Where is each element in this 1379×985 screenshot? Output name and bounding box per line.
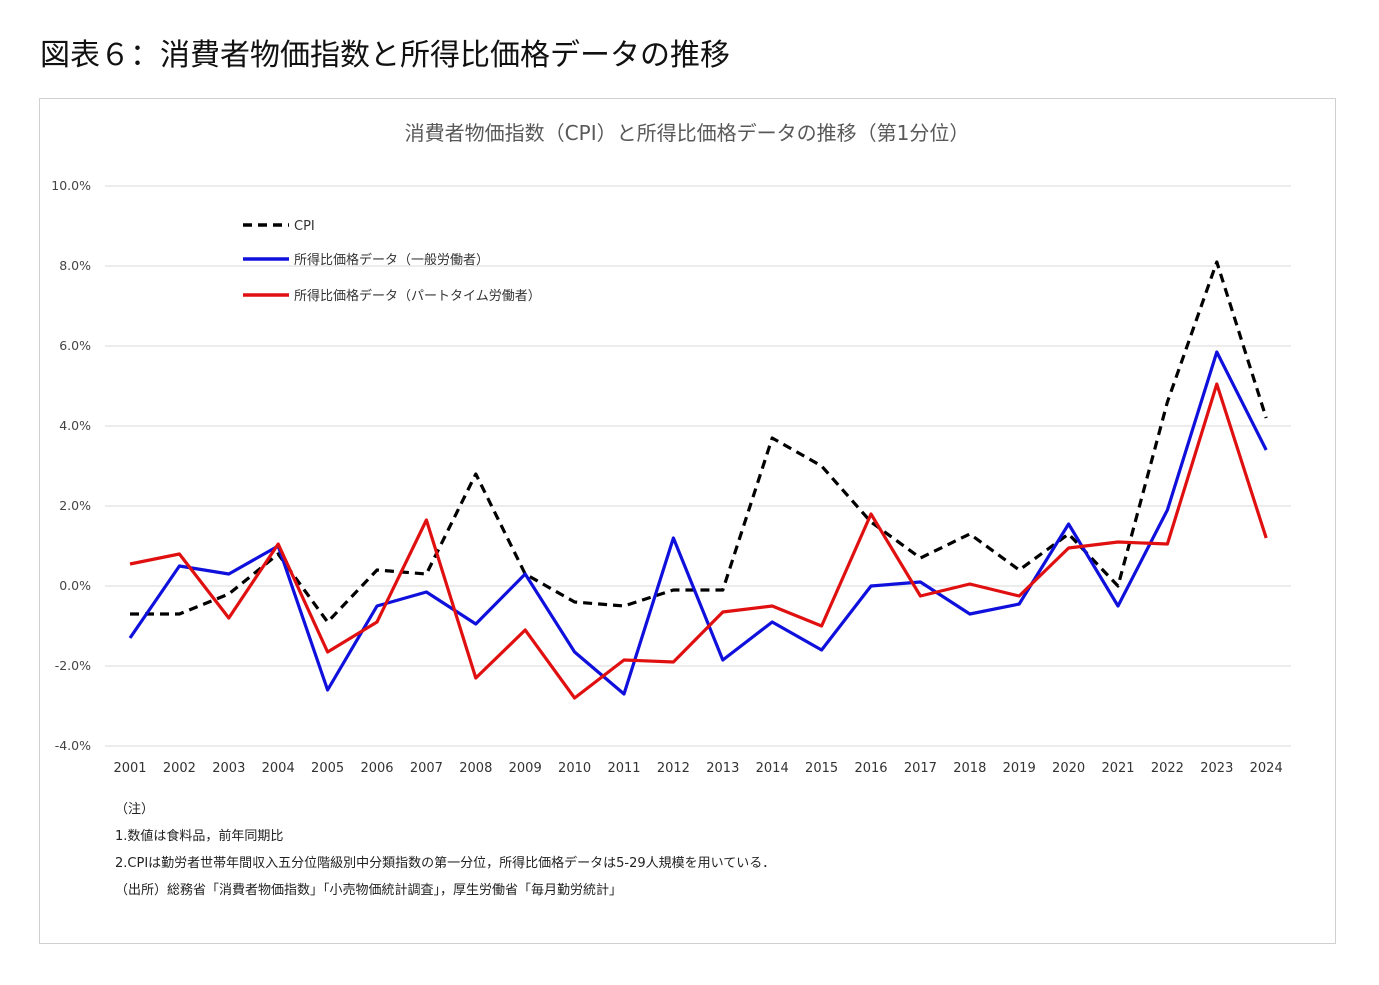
series-line-1 xyxy=(130,260,1268,624)
chart-title: 消費者物価指数（CPI）と所得比価格データの推移（第1分位） xyxy=(405,121,970,145)
y-tick-label: 4.0% xyxy=(59,418,91,433)
y-tick-label: 2.0% xyxy=(59,498,91,513)
x-tick-label: 2016 xyxy=(854,761,887,776)
x-tick-label: 2021 xyxy=(1101,761,1134,776)
legend: CPI 所得比価格データ（一般労働者） 所得比価格データ（パートタイム労働者） xyxy=(243,219,541,304)
legend-label: CPI xyxy=(294,219,315,234)
x-tick-label: 2023 xyxy=(1200,761,1233,776)
x-tick-label: 2017 xyxy=(904,761,937,776)
y-tick-label: 8.0% xyxy=(59,258,91,273)
x-tick-label: 2015 xyxy=(805,761,838,776)
gridlines xyxy=(105,185,1291,747)
note-line-2: 2.CPIは勤労者世帯年間収入五分位階級別中分類指数の第一分位，所得比価格データ… xyxy=(115,856,776,871)
y-tick-label: 6.0% xyxy=(59,338,91,353)
x-tick-label: 2008 xyxy=(459,761,492,776)
notes: （注） 1.数値は食料品，前年同期比 2.CPIは勤労者世帯年間収入五分位階級別… xyxy=(115,796,775,904)
x-tick-label: 2010 xyxy=(558,761,591,776)
x-tick-label: 2012 xyxy=(657,761,690,776)
x-tick-label: 2022 xyxy=(1151,761,1184,776)
x-tick-label: 2006 xyxy=(360,761,393,776)
figure-title: 図表６：消費者物価指数と所得比価格データの推移 xyxy=(40,38,730,73)
x-tick-label: 2018 xyxy=(953,761,986,776)
legend-label: 所得比価格データ（パートタイム労働者） xyxy=(294,288,541,304)
series-lines xyxy=(128,260,1268,700)
series-line-2 xyxy=(128,350,1268,696)
y-tick-label: -4.0% xyxy=(55,738,91,753)
x-tick-label: 2011 xyxy=(607,761,640,776)
y-tick-label: 10.0% xyxy=(51,178,91,193)
legend-label: 所得比価格データ（一般労働者） xyxy=(294,252,489,268)
x-tick-label: 2013 xyxy=(706,761,739,776)
x-axis: 2001 2002 2003 2004 2005 2006 2007 2008 2009 2010… xyxy=(113,761,1282,776)
x-tick-label: 2009 xyxy=(509,761,542,776)
x-tick-label: 2007 xyxy=(410,761,443,776)
note-source: （出所）総務省「消費者物価指数」「小売物価統計調査」，厚生労働省「毎月勤労統計」 xyxy=(115,883,623,898)
note-heading: （注） xyxy=(115,802,155,817)
x-tick-label: 2003 xyxy=(212,761,245,776)
chart-frame xyxy=(39,98,1336,944)
y-axis: -4.0% -2.0% 0.0% 2.0% 4.0% 6.0% 8.0% 10.0% xyxy=(51,178,91,753)
x-tick-label: 2020 xyxy=(1052,761,1085,776)
x-tick-label: 2024 xyxy=(1250,761,1283,776)
x-tick-label: 2002 xyxy=(163,761,196,776)
x-tick-label: 2001 xyxy=(113,761,146,776)
y-tick-label: -2.0% xyxy=(55,658,91,673)
y-tick-label: 0.0% xyxy=(59,578,91,593)
x-tick-label: 2014 xyxy=(756,761,789,776)
note-line-1: 1.数値は食料品，前年同期比 xyxy=(115,829,284,844)
x-tick-label: 2005 xyxy=(311,761,344,776)
series-line-3 xyxy=(129,382,1268,700)
x-tick-label: 2004 xyxy=(262,761,295,776)
x-tick-label: 2019 xyxy=(1003,761,1036,776)
